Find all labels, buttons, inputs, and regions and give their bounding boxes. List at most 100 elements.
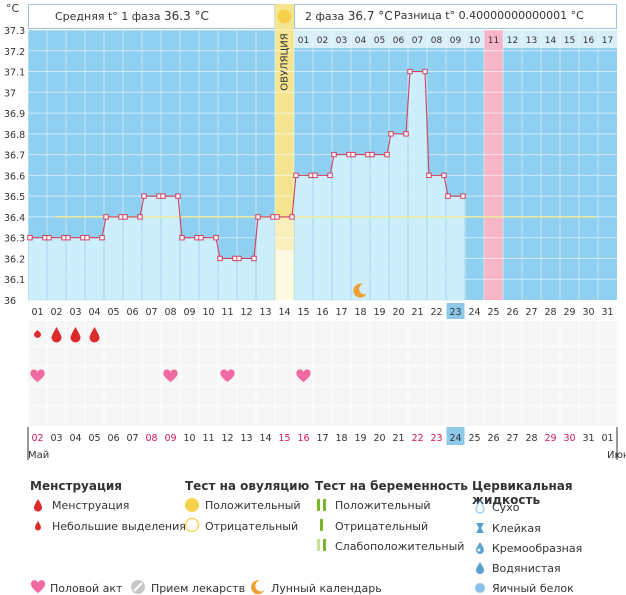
- ovulation-positive-test-icon: [277, 9, 292, 24]
- temperature-point: [141, 193, 147, 199]
- cycle-day-label: 26: [506, 307, 518, 318]
- y-tick-label: 36.2: [4, 254, 25, 265]
- y-tick-label: 36.4: [4, 213, 25, 224]
- today-highlight: [446, 303, 465, 319]
- temperature-bar: [332, 154, 351, 301]
- y-tick-label: 36.8: [4, 130, 25, 141]
- temperature-point: [441, 172, 447, 179]
- temperature-point: [407, 68, 413, 75]
- phase2-value: 36.7 °C: [347, 9, 393, 23]
- temperature-line: [30, 70, 463, 260]
- cycle-day-label: 19: [373, 307, 385, 318]
- luteal-day-cell: [313, 30, 332, 48]
- temperature-point: [350, 151, 356, 158]
- temperature-point: [255, 214, 261, 220]
- cycle-day-label: 06: [126, 307, 138, 318]
- cycle-day-label: 04: [88, 307, 100, 318]
- legend-ovulation-positive: Положительный: [205, 499, 301, 512]
- cycle-day-label: 09: [183, 307, 195, 318]
- cycle-day-label: 10: [202, 307, 214, 318]
- lunar-moon-icon: [251, 580, 265, 595]
- menstruation-drop-icon: [34, 499, 42, 512]
- pregnancy-weak-icon: [317, 539, 326, 551]
- y-tick-label: 36.3: [4, 234, 25, 245]
- intercourse-marker: [163, 369, 178, 382]
- luteal-day-label: 06: [393, 36, 405, 46]
- calendar-date-label: 11: [202, 433, 214, 444]
- luteal-day-cell: [294, 30, 313, 48]
- temperature-point: [327, 172, 333, 179]
- calendar-date-label: 29: [544, 433, 556, 444]
- cycle-day-label: 05: [107, 307, 119, 318]
- temperature-point: [46, 234, 52, 241]
- cycle-day-label: 07: [145, 307, 157, 318]
- temperature-point: [251, 255, 257, 262]
- cycle-day-label: 25: [487, 307, 499, 318]
- luteal-day-cell: [579, 30, 598, 48]
- legend-cervical-dry: Сухо: [492, 501, 520, 514]
- calendar-date-label: 31: [582, 433, 594, 444]
- symptoms-area: [28, 321, 617, 426]
- temperature-bar: [142, 195, 161, 301]
- phase2-label: 2 фаза: [305, 10, 345, 23]
- legend-lunar: Лунный календарь: [271, 582, 382, 595]
- legend-cervical-sticky: Клейкая: [492, 522, 541, 535]
- lunar-marker: [353, 283, 367, 298]
- cycle-day-label: 13: [259, 307, 271, 318]
- temperature-point: [312, 172, 318, 179]
- temperature-point: [236, 255, 242, 262]
- legend-cervical-eggwhite: Яичный белок: [492, 582, 574, 595]
- cycle-day-label: 27: [525, 307, 537, 318]
- temperature-bar: [161, 195, 180, 301]
- calendar-date-label: 08: [145, 433, 157, 444]
- y-tick-label: 37.2: [4, 47, 25, 58]
- intercourse-marker: [296, 369, 311, 382]
- y-tick-label: 36.1: [4, 275, 25, 286]
- calendar-date-label: 19: [354, 433, 366, 444]
- legend-intercourse: Половой акт: [50, 582, 123, 595]
- calendar-date-label: 23: [430, 433, 442, 444]
- calendar-date-label: 26: [487, 433, 499, 444]
- y-unit-label: °C: [6, 2, 20, 15]
- temperature-point: [460, 193, 466, 199]
- calendar-date-label: 15: [278, 433, 290, 444]
- calendar-date-label: 02: [31, 433, 43, 444]
- legend-pregnancy-positive: Положительный: [335, 499, 431, 512]
- temperature-point: [179, 234, 185, 241]
- ovulation-positive-icon: [185, 498, 199, 512]
- calendar-date-label: 06: [107, 433, 119, 444]
- legend-cervical-watery: Водянистая: [492, 562, 561, 575]
- legend-spotting: Небольшие выделения: [52, 520, 186, 533]
- temperature-point: [99, 234, 105, 241]
- legend-cervical-title: Цервикальная жидкость: [472, 479, 573, 507]
- cycle-day-label: 21: [411, 307, 423, 318]
- temperature-point: [388, 131, 394, 137]
- cervical-eggwhite-icon: [475, 583, 485, 593]
- luteal-day-cell: [541, 30, 560, 48]
- temperature-bar: [256, 216, 275, 301]
- cycle-day-label: 31: [601, 307, 613, 318]
- today-date-highlight: [446, 427, 465, 445]
- luteal-day-label: 03: [336, 36, 347, 46]
- luteal-day-label: 01: [298, 36, 309, 46]
- calendar-date-label: 04: [69, 433, 81, 444]
- phase1-average: Средняя t° 1 фаза 36.3 °C: [55, 9, 209, 23]
- temperature-difference: Разница t° 0.40000000000001 °C: [394, 9, 584, 22]
- legend-menstruation: Менструация: [52, 499, 130, 512]
- temperature-bar: [28, 237, 47, 301]
- temperature-bar: [66, 237, 85, 301]
- cycle-day-label: 30: [582, 307, 594, 318]
- luteal-day-label: 10: [469, 36, 481, 46]
- phase2-average: 2 фаза 36.7 °C: [305, 9, 393, 23]
- legend-pregnancy-negative: Отрицательный: [335, 520, 429, 533]
- luteal-day-label: 12: [507, 36, 518, 46]
- temperature-bar: [313, 175, 332, 301]
- y-tick-label: 36.9: [4, 109, 25, 120]
- intercourse-heart-icon: [30, 580, 46, 593]
- calendar-date-label: 27: [506, 433, 518, 444]
- y-tick-label: 36.7: [4, 151, 25, 162]
- calendar-date-label: 05: [88, 433, 100, 444]
- y-tick-label: 36.6: [4, 171, 25, 182]
- luteal-day-cell: [332, 30, 351, 48]
- ovulation-column: [275, 30, 294, 300]
